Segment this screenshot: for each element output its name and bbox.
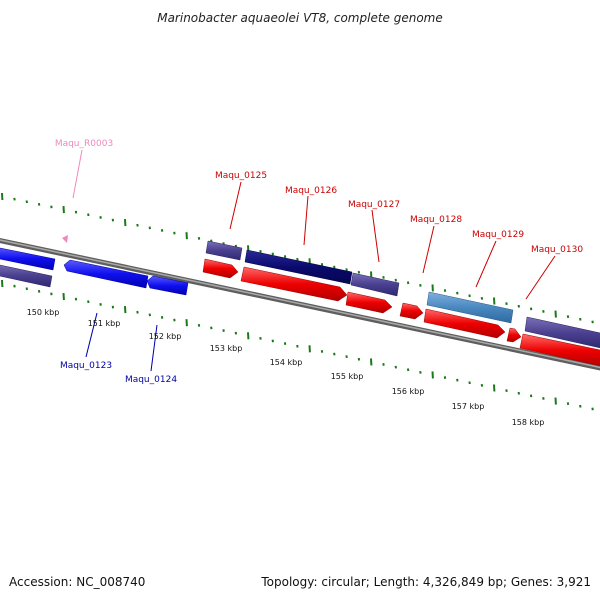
gene-label-maqu-0123[interactable]: Maqu_0123 xyxy=(60,361,112,371)
tick-row-upper xyxy=(1,192,594,324)
gene-label-maqu-0126[interactable]: Maqu_0126 xyxy=(285,186,337,196)
gene-label-maqu-0130[interactable]: Maqu_0130 xyxy=(531,245,583,255)
gene-feature xyxy=(205,240,243,261)
rna-feature-maqu-r0003 xyxy=(62,235,68,243)
gene-feature xyxy=(524,316,600,349)
gene-label-maqu-0127[interactable]: Maqu_0127 xyxy=(348,200,400,210)
gene-label-maqu-0129[interactable]: Maqu_0129 xyxy=(472,230,524,240)
tick-label: 155 kbp xyxy=(331,372,364,381)
tick-label: 153 kbp xyxy=(210,344,243,353)
label-leaders xyxy=(72,149,556,372)
gene-feature-maqu-0130 xyxy=(519,333,600,367)
tick-label: 152 kbp xyxy=(149,332,182,341)
tick-label: 158 kbp xyxy=(512,418,545,427)
gene-label-maqu-0128[interactable]: Maqu_0128 xyxy=(410,215,462,225)
map-title: Marinobacter aquaeolei VT8, complete gen… xyxy=(157,11,443,25)
accession-text: Accession: NC_008740 xyxy=(9,575,145,589)
tick-label: 154 kbp xyxy=(270,358,303,367)
gene-features xyxy=(0,235,600,367)
tick-label: 157 kbp xyxy=(452,402,485,411)
genome-summary-text: Topology: circular; Length: 4,326,849 bp… xyxy=(260,575,591,589)
tick-row-lower xyxy=(1,279,594,411)
gene-label-maqu-0124[interactable]: Maqu_0124 xyxy=(125,375,177,385)
gene-feature xyxy=(0,264,53,288)
tick-label: 151 kbp xyxy=(88,319,121,328)
gene-feature xyxy=(426,291,514,324)
gene-feature xyxy=(244,249,353,285)
gene-feature-maqu-0126 xyxy=(240,266,348,302)
gene-label-maqu-r0003[interactable]: Maqu_R0003 xyxy=(55,139,113,149)
gene-feature-maqu-0124 xyxy=(146,275,189,296)
gene-feature-maqu-0128 xyxy=(399,302,424,320)
genome-backbone xyxy=(0,238,600,371)
tick-label: 150 kbp xyxy=(27,308,60,317)
scale-labels: 150 kbp 151 kbp 152 kbp 153 kbp 154 kbp … xyxy=(27,308,545,427)
gene-labels: Maqu_R0003 Maqu_0125 Maqu_0126 Maqu_0127… xyxy=(55,139,584,385)
gene-feature-maqu-0129 xyxy=(423,308,506,339)
gene-feature-maqu-0127 xyxy=(345,291,393,314)
gene-feature xyxy=(0,247,56,271)
gene-feature-maqu-0130a xyxy=(506,327,522,343)
gene-feature-maqu-0123 xyxy=(63,259,149,289)
tick-label: 156 kbp xyxy=(392,387,425,396)
gene-feature xyxy=(350,272,400,297)
gene-feature-maqu-0125 xyxy=(202,258,239,279)
gene-label-maqu-0125[interactable]: Maqu_0125 xyxy=(215,171,267,181)
